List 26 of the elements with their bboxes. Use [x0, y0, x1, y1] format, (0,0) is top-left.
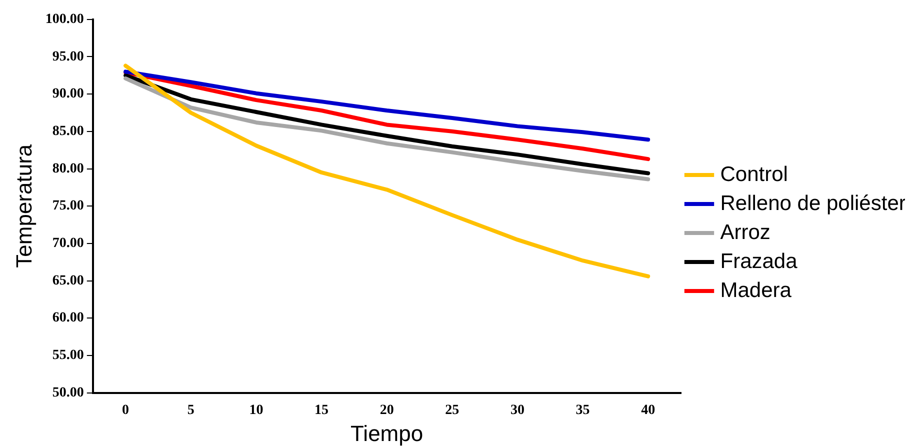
- x-tick-label: 10: [249, 402, 264, 418]
- x-tick-label: 5: [187, 402, 194, 418]
- y-tick-label: 100.00: [45, 12, 84, 28]
- y-tick-label: 60.00: [52, 310, 84, 326]
- y-axis-title: Temperatura: [11, 144, 36, 268]
- x-tick-label: 40: [641, 402, 656, 418]
- y-tick-label: 65.00: [52, 273, 84, 288]
- y-tick-label: 80.00: [52, 161, 84, 176]
- x-axis-title: Tiempo: [350, 420, 424, 446]
- y-tick-label: 85.00: [52, 124, 84, 140]
- x-tick-label: 0: [122, 402, 130, 418]
- x-tick-label: 30: [510, 402, 524, 418]
- x-tick-label: 35: [576, 402, 590, 418]
- x-tick-label: 25: [445, 402, 460, 418]
- y-tick-label: 55.00: [52, 348, 84, 364]
- y-tick-label: 90.00: [52, 86, 84, 102]
- x-tick-label: 20: [380, 402, 394, 418]
- y-tick-label: 50.00: [52, 385, 84, 400]
- legend-label: Frazada: [720, 250, 798, 273]
- legend-label: Arroz: [720, 220, 770, 244]
- y-tick-label: 70.00: [52, 236, 84, 252]
- x-tick-label: 15: [314, 402, 329, 418]
- legend-label: Madera: [720, 278, 792, 302]
- legend-label: Control: [720, 162, 788, 186]
- y-tick-label: 95.00: [52, 49, 84, 64]
- y-tick-label: 75.00: [52, 198, 84, 214]
